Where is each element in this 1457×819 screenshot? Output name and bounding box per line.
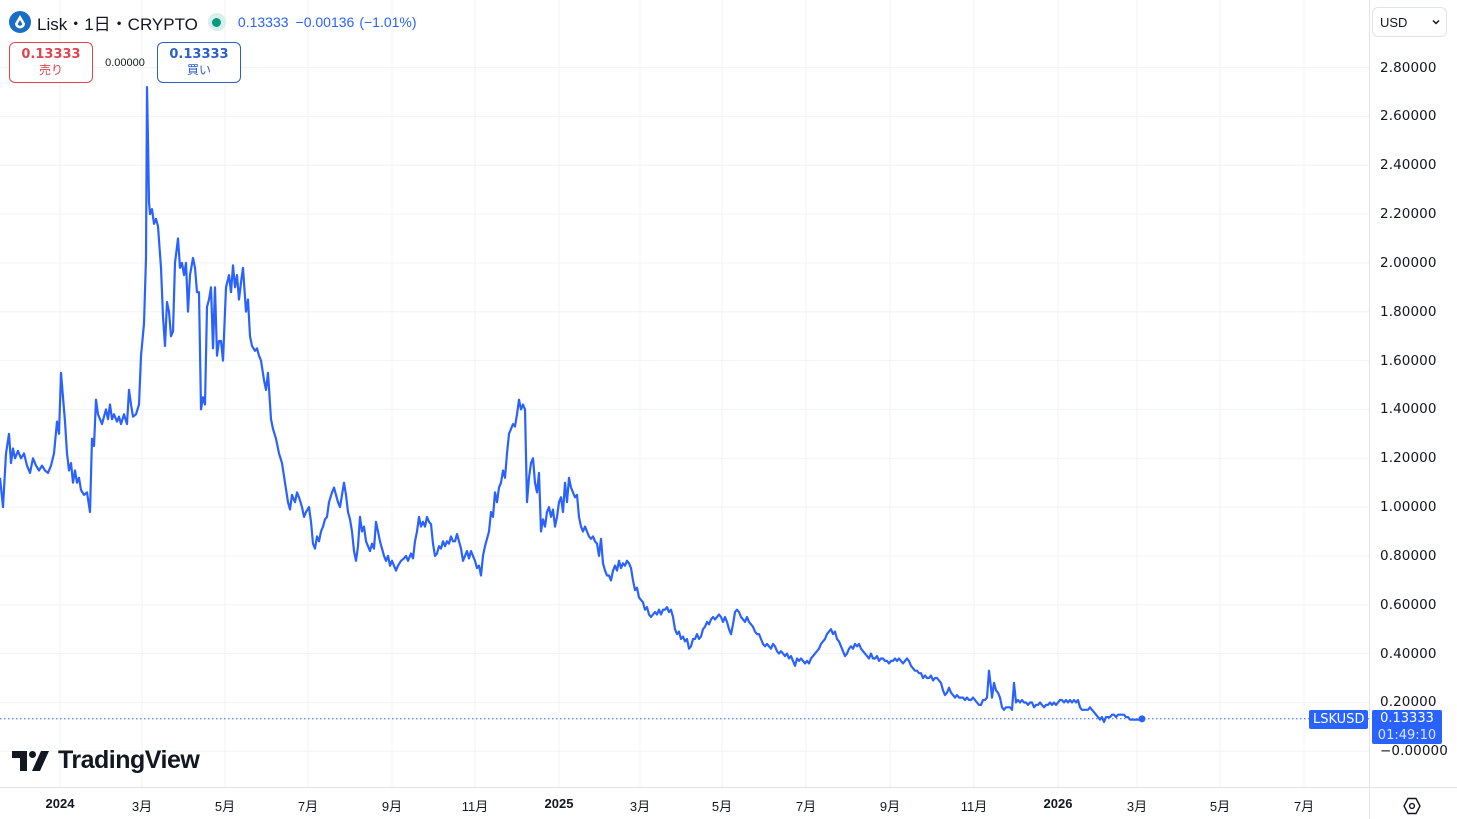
time-tick-label: 7月 xyxy=(1293,799,1315,814)
trade-buttons: 0.13333 売り 0.00000 0.13333 買い xyxy=(9,42,241,83)
time-tick-label: 2026 xyxy=(1043,796,1073,811)
spread-value: 0.00000 xyxy=(105,56,145,69)
buy-price: 0.13333 xyxy=(169,47,229,62)
time-tick-label: 11月 xyxy=(960,799,988,814)
market-status-icon xyxy=(207,13,226,31)
symbol-price-label: LSKUSD xyxy=(1309,710,1369,729)
time-tick-label: 3月 xyxy=(131,799,153,814)
time-tick-label: 9月 xyxy=(879,799,901,814)
time-tick-label: 7月 xyxy=(795,799,817,814)
time-tick-label: 3月 xyxy=(1126,799,1148,814)
time-tick-label: 5月 xyxy=(1209,799,1231,814)
time-tick-label: 5月 xyxy=(214,799,236,814)
price-tick-label: 0.20000 xyxy=(1380,694,1437,711)
time-tick-label: 2024 xyxy=(45,796,75,811)
time-tick-label: 9月 xyxy=(381,799,403,814)
price-tick-label: 1.20000 xyxy=(1380,450,1437,467)
price-tick-label: −0.00000 xyxy=(1380,743,1448,760)
legend-last-price: 0.13333 xyxy=(237,14,289,30)
tradingview-mark-icon xyxy=(12,750,49,771)
price-tick-label: 1.00000 xyxy=(1380,499,1437,516)
price-tick-label: 2.20000 xyxy=(1380,206,1437,223)
lisk-logo-icon xyxy=(9,11,31,33)
buy-label: 買い xyxy=(186,63,211,77)
price-tick-label: 1.40000 xyxy=(1380,401,1437,418)
buy-button[interactable]: 0.13333 買い xyxy=(157,42,241,83)
current-price-tag: 0.13333 01:49:10 xyxy=(1372,710,1442,744)
time-axis[interactable] xyxy=(0,787,1369,819)
price-tick-label: 1.60000 xyxy=(1380,352,1437,369)
price-tick-label: 2.60000 xyxy=(1380,108,1437,125)
tradingview-logo[interactable]: TradingView xyxy=(12,746,200,775)
sell-price: 0.13333 xyxy=(21,47,81,62)
chevron-down-icon xyxy=(1432,19,1440,25)
symbol-title[interactable]: Lisk・1日・CRYPTO xyxy=(37,14,198,34)
sell-label: 売り xyxy=(38,63,63,77)
time-tick-label: 7月 xyxy=(297,799,319,814)
legend-change: −0.00136 xyxy=(295,14,355,30)
price-tick-label: 1.80000 xyxy=(1380,303,1437,320)
symbol-legend: Lisk・1日・CRYPTO 0.13333 −0.00136 (−1.01%) xyxy=(9,10,417,34)
chart-pane[interactable] xyxy=(0,0,1369,787)
time-tick-label: 11月 xyxy=(461,799,489,814)
price-tick-label: 2.80000 xyxy=(1380,59,1437,76)
bar-countdown: 01:49:10 xyxy=(1377,728,1437,743)
price-tick-label: 2.00000 xyxy=(1380,254,1437,271)
currency-value: USD xyxy=(1380,14,1408,30)
tradingview-wordmark: TradingView xyxy=(58,746,200,774)
price-tick-label: 0.80000 xyxy=(1380,547,1437,564)
price-axis[interactable] xyxy=(1369,0,1457,787)
chart-settings-icon[interactable] xyxy=(1402,796,1422,816)
price-tick-label: 2.40000 xyxy=(1380,157,1437,174)
legend-change-pct: (−1.01%) xyxy=(359,14,417,30)
currency-select[interactable]: USD xyxy=(1372,7,1447,37)
price-chart-canvas[interactable] xyxy=(0,0,1369,787)
time-tick-label: 5月 xyxy=(711,799,733,814)
price-tick-label: 0.60000 xyxy=(1380,596,1437,613)
current-price: 0.13333 xyxy=(1380,711,1434,726)
sell-button[interactable]: 0.13333 売り xyxy=(9,42,93,83)
time-tick-label: 2025 xyxy=(544,796,574,811)
time-tick-label: 3月 xyxy=(629,799,651,814)
price-tick-label: 0.40000 xyxy=(1380,645,1437,662)
